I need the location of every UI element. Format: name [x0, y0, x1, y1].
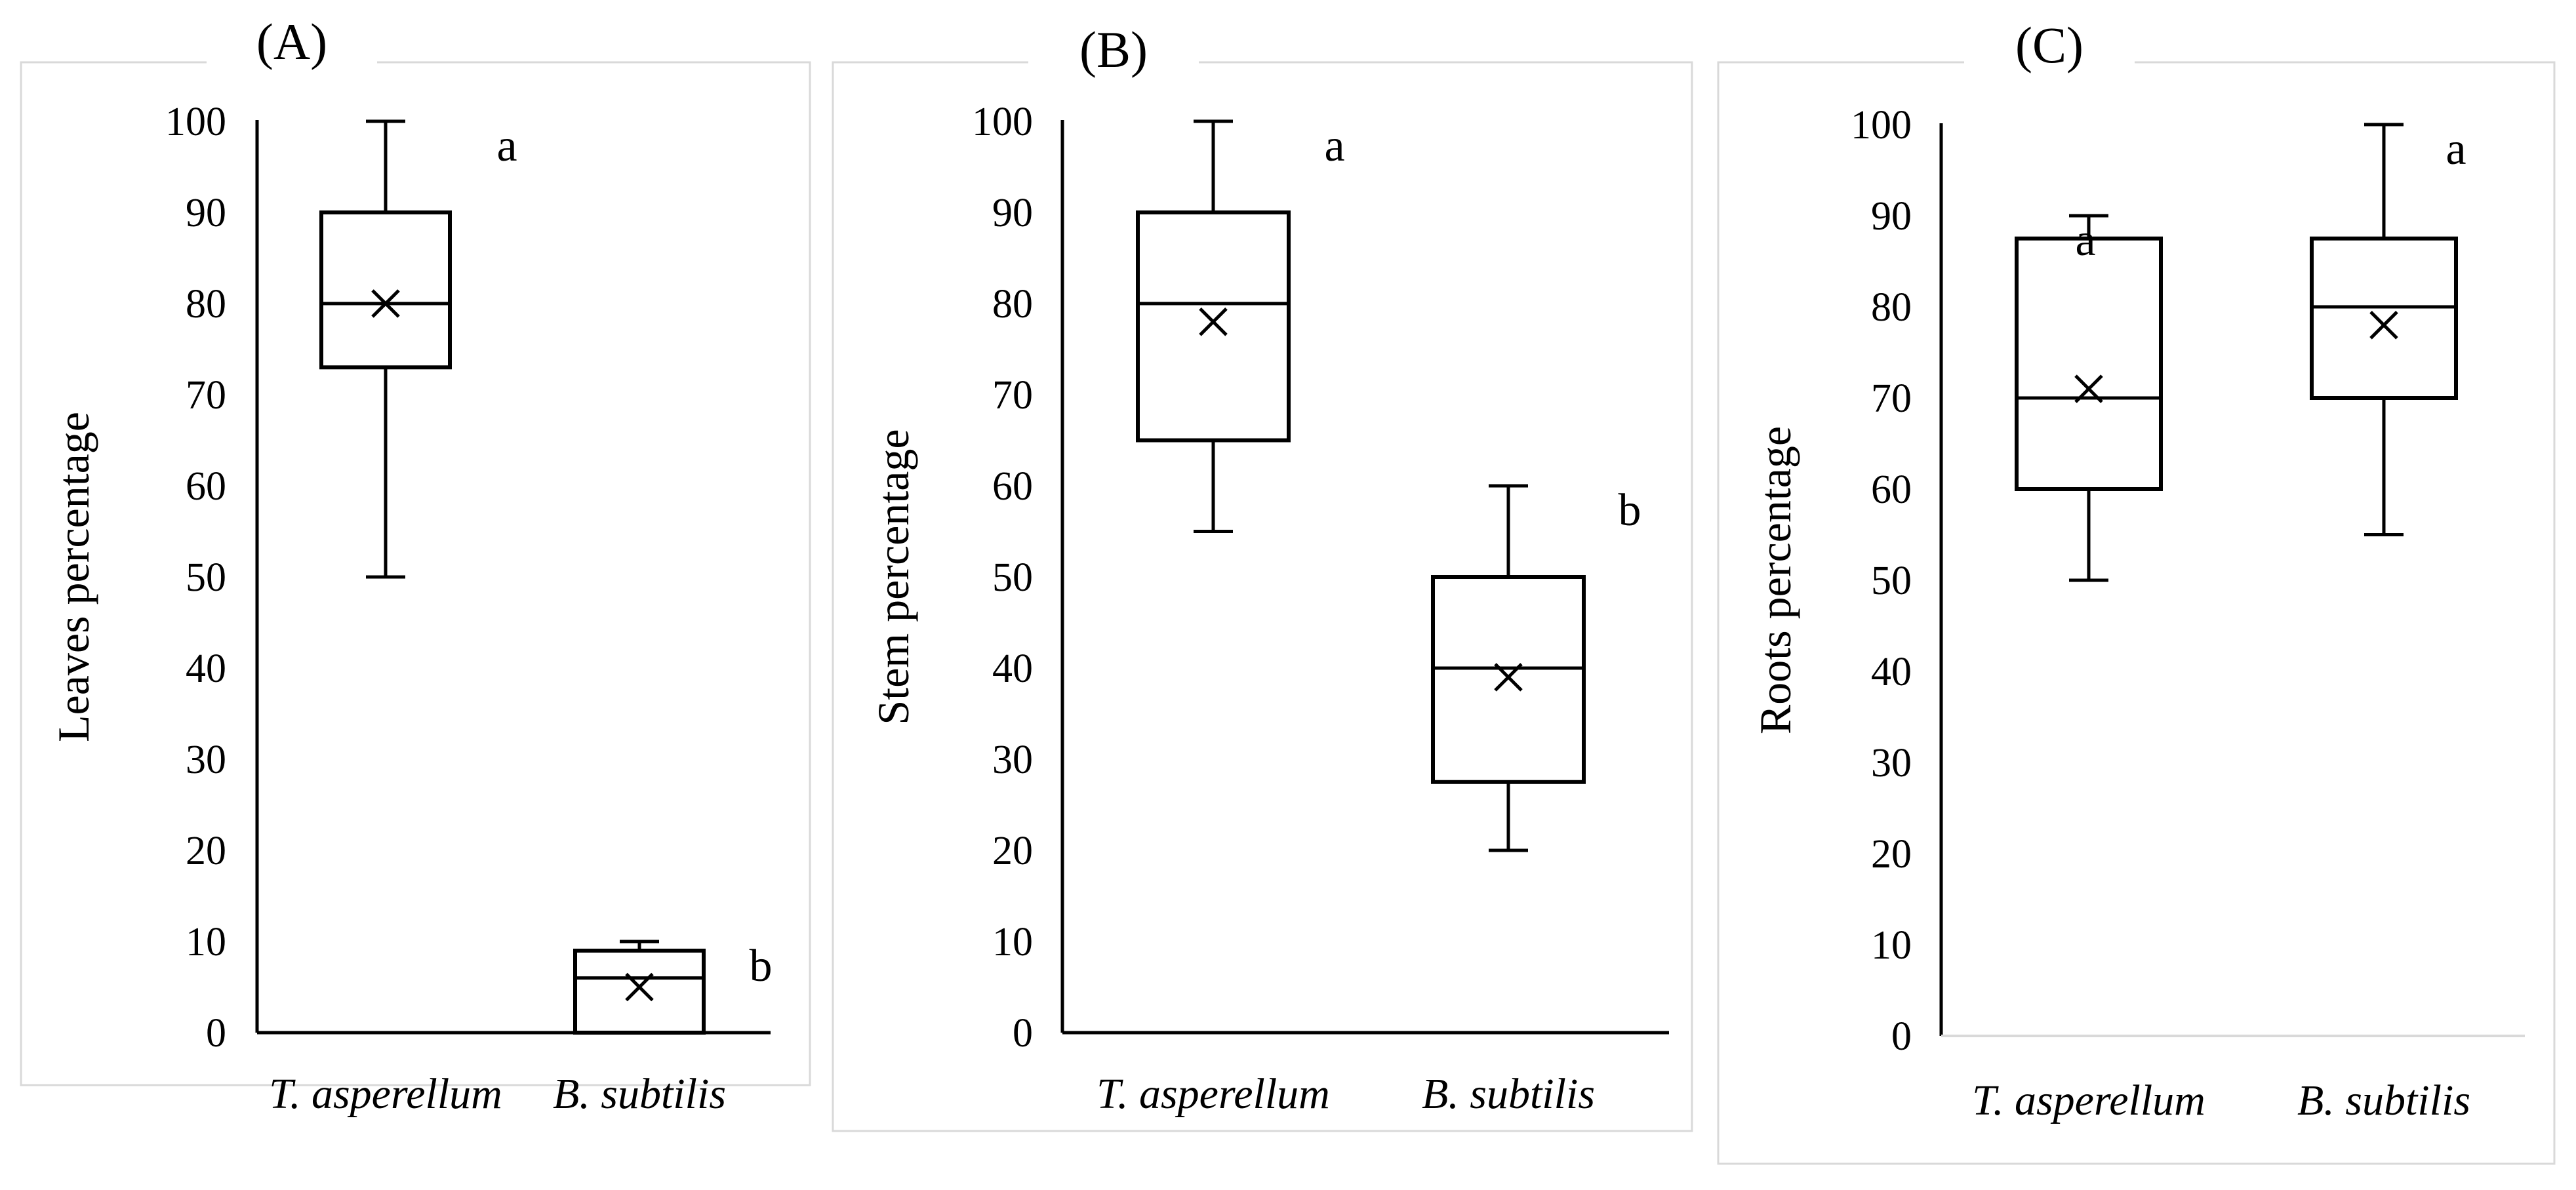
y-tick-label: 10: [1871, 923, 1912, 968]
box-2: a: [2310, 123, 2466, 536]
box-iqr: [2310, 236, 2458, 400]
mean-marker: [625, 972, 654, 1002]
y-tick-label: 0: [1891, 1014, 1912, 1059]
y-tick-label: 30: [186, 738, 226, 782]
y-tick-label: 0: [1013, 1011, 1033, 1056]
y-tick-label: 20: [1871, 832, 1912, 877]
panel-label-backdrop: [1028, 8, 1199, 80]
panel-label-backdrop: [207, 0, 377, 72]
box-1: a: [319, 119, 517, 579]
x-category-label: T. asperellum: [269, 1070, 502, 1118]
mean-marker: [371, 289, 400, 318]
panel-label: (A): [256, 13, 327, 70]
y-tick-label: 90: [186, 191, 226, 235]
y-tick-label: 60: [1871, 467, 1912, 512]
mean-marker: [1494, 663, 1523, 692]
box-1: a: [2015, 214, 2163, 582]
y-tick-label: 30: [1871, 741, 1912, 785]
mean-marker: [2074, 374, 2103, 403]
y-tick-label: 40: [186, 646, 226, 691]
y-tick-label: 90: [992, 191, 1033, 235]
y-tick-label: 10: [186, 920, 226, 964]
panel-label: (B): [1079, 21, 1148, 78]
y-tick-label: 70: [992, 373, 1033, 418]
y-tick-label: 40: [1871, 650, 1912, 694]
y-tick-label: 60: [186, 464, 226, 509]
significance-letter: a: [2075, 215, 2095, 266]
x-category-label: B. subtilis: [553, 1070, 726, 1118]
y-tick-label: 100: [165, 100, 226, 144]
y-tick-label: 70: [186, 373, 226, 418]
chart-panel-2: (B) 0 10 20 30 40 50 60 70 80 90 100 Stem percentage…: [832, 8, 1693, 1132]
y-tick-label: 50: [1871, 559, 1912, 603]
box-2: b: [1431, 484, 1641, 852]
y-tick-label: 100: [972, 100, 1033, 144]
y-tick-label: 30: [992, 738, 1033, 782]
panel-label-backdrop: [1964, 3, 2135, 75]
y-tick-label: 40: [992, 646, 1033, 691]
y-tick-label: 70: [1871, 376, 1912, 421]
box-iqr: [1136, 210, 1291, 443]
y-axis-title: Leaves percentage: [49, 412, 98, 742]
panel-label: (C): [2015, 16, 2083, 73]
y-tick-label: 60: [992, 464, 1033, 509]
y-axis-title: Roots percentage: [1750, 426, 1800, 734]
x-category-label: T. asperellum: [1097, 1070, 1330, 1118]
chart-panel-3: (C) 0 10 20 30 40 50 60 70 80 90 100 Roots percentag…: [1717, 3, 2556, 1165]
y-tick-label: 20: [186, 829, 226, 873]
box-iqr: [573, 948, 706, 1035]
x-category-label: T. asperellum: [1972, 1077, 2205, 1124]
significance-letter: a: [1324, 121, 1344, 171]
y-tick-label: 20: [992, 829, 1033, 873]
y-tick-label: 100: [1851, 103, 1912, 148]
box-iqr: [319, 210, 452, 370]
chart-panel-1: (A) 0 10 20 30 40 50 60 70 80 90 100 Leaves percenta…: [20, 0, 811, 1118]
y-tick-label: 80: [186, 282, 226, 327]
box-2: b: [573, 940, 773, 1035]
mean-marker: [1199, 307, 1228, 336]
panel-frame: [1717, 61, 2556, 1165]
x-category-label: B. subtilis: [2297, 1077, 2470, 1124]
significance-letter: b: [1619, 485, 1641, 536]
x-category-label: B. subtilis: [1422, 1070, 1595, 1118]
significance-letter: a: [496, 121, 517, 171]
y-tick-label: 10: [992, 920, 1033, 964]
y-axis-title: Stem percentage: [868, 429, 918, 724]
y-tick-label: 50: [992, 555, 1033, 600]
y-tick-label: 80: [1871, 285, 1912, 330]
box-iqr: [2015, 236, 2163, 491]
significance-letter: a: [2445, 124, 2466, 174]
box-1: a: [1136, 119, 1345, 533]
y-tick-label: 90: [1871, 194, 1912, 239]
mean-marker: [2369, 311, 2398, 340]
y-tick-label: 0: [206, 1011, 226, 1056]
y-tick-label: 80: [992, 282, 1033, 327]
significance-letter: b: [750, 941, 773, 991]
y-tick-label: 50: [186, 555, 226, 600]
